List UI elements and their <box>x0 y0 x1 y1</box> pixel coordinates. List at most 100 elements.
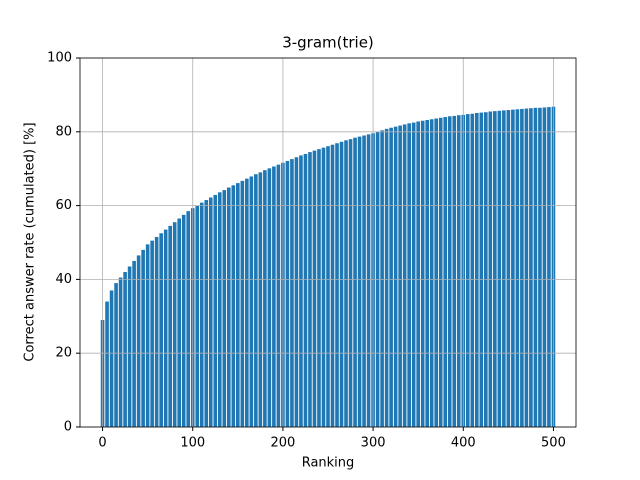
bar <box>105 301 109 427</box>
bar <box>484 112 488 428</box>
bar <box>150 240 154 427</box>
bar <box>177 218 182 427</box>
bar <box>511 109 515 427</box>
bar <box>348 139 353 427</box>
y-tick-label: 80 <box>55 124 72 139</box>
bar <box>357 136 362 428</box>
bar <box>258 172 263 427</box>
bar <box>303 153 308 427</box>
bar <box>520 108 524 427</box>
bar <box>163 229 168 427</box>
bar <box>199 202 204 427</box>
bar <box>384 128 389 427</box>
bar <box>524 108 529 427</box>
bar <box>344 140 348 428</box>
bar <box>114 283 118 427</box>
bar <box>402 124 407 428</box>
bar <box>172 222 177 427</box>
bar <box>429 119 434 427</box>
x-tick-label: 0 <box>98 436 106 451</box>
bar <box>312 150 317 427</box>
chart-title: 3-gram(trie) <box>282 34 374 52</box>
bar <box>240 180 245 427</box>
x-tick-label: 100 <box>180 436 205 451</box>
bar <box>425 119 430 427</box>
bar <box>249 176 254 427</box>
x-tick-label: 400 <box>451 436 476 451</box>
bar <box>285 160 290 428</box>
bar <box>317 149 321 427</box>
bar <box>474 112 479 427</box>
bar <box>132 260 136 427</box>
bar <box>493 111 497 428</box>
bar <box>411 122 416 427</box>
bar <box>145 244 150 427</box>
x-tick-label: 500 <box>541 436 566 451</box>
bar <box>231 185 236 427</box>
bar <box>136 255 141 427</box>
bar <box>109 290 114 427</box>
bar <box>267 168 272 427</box>
bar <box>254 174 258 427</box>
bar <box>263 170 267 427</box>
bar <box>416 121 420 427</box>
bar <box>195 205 200 427</box>
bar <box>529 108 533 428</box>
y-tick-label: 100 <box>47 51 72 66</box>
bar <box>330 144 335 427</box>
bar <box>443 117 448 427</box>
bar <box>538 107 542 427</box>
x-tick-label: 200 <box>270 436 295 451</box>
bar <box>213 194 218 427</box>
x-tick-label: 300 <box>361 436 386 451</box>
bar <box>123 272 127 427</box>
bar <box>217 192 222 427</box>
bar <box>506 110 511 428</box>
bar <box>326 146 330 428</box>
bar <box>245 178 249 427</box>
bar <box>542 107 547 428</box>
bar <box>398 125 402 427</box>
bar <box>515 109 520 427</box>
bar <box>456 115 461 427</box>
bar <box>308 152 312 427</box>
bar <box>488 111 493 427</box>
bar <box>547 107 551 428</box>
bar <box>434 118 439 428</box>
bar <box>366 134 371 427</box>
bar <box>186 211 191 427</box>
y-tick-label: 20 <box>55 346 72 361</box>
bar <box>502 110 506 427</box>
bar <box>204 200 209 427</box>
bar <box>335 143 339 427</box>
bar <box>272 166 276 427</box>
bar <box>226 187 231 427</box>
bar <box>353 137 357 428</box>
bar <box>393 126 398 427</box>
bar <box>181 214 186 427</box>
bar <box>168 225 172 427</box>
bar <box>438 117 443 427</box>
bar <box>362 135 366 428</box>
bar <box>407 123 411 428</box>
x-axis-label: Ranking <box>302 456 355 471</box>
bar <box>533 107 538 427</box>
bar <box>447 116 452 427</box>
bar <box>420 120 425 427</box>
y-tick-label: 0 <box>64 420 72 435</box>
bar <box>222 190 227 427</box>
bar <box>276 164 281 428</box>
y-axis-label: Correct answer rate (cumulated) [%] <box>23 122 38 361</box>
bar <box>141 249 145 427</box>
bar <box>321 147 326 428</box>
bar <box>159 233 163 427</box>
bar <box>299 155 303 427</box>
y-tick-label: 60 <box>55 198 72 213</box>
bar <box>380 130 384 427</box>
bar <box>497 110 502 427</box>
bar <box>452 115 457 428</box>
bar <box>339 141 344 427</box>
bar <box>236 183 240 427</box>
plot-frame <box>79 57 577 428</box>
